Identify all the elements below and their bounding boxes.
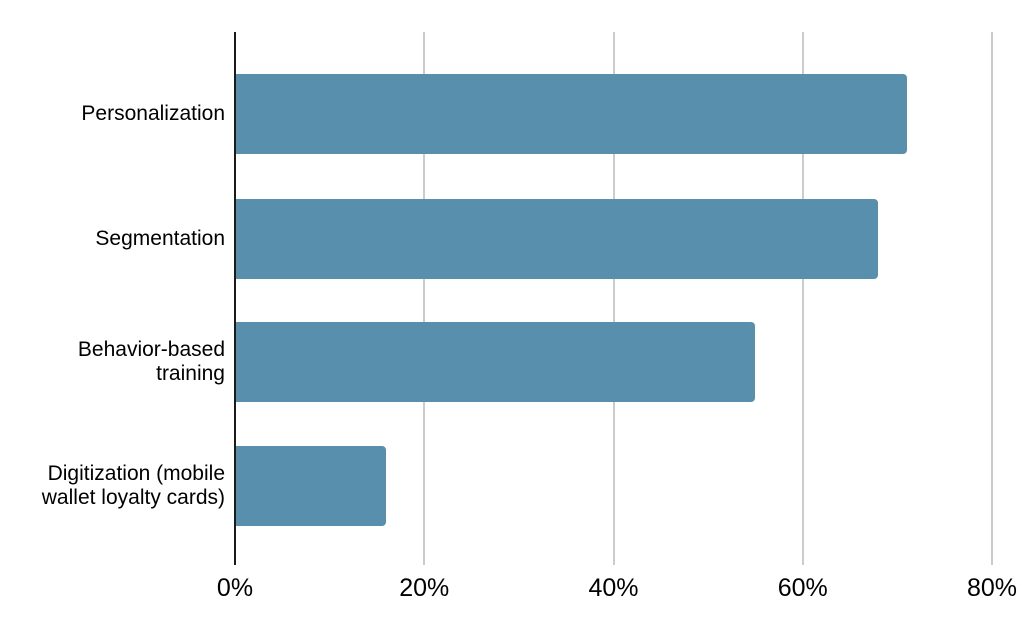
y-axis-line bbox=[234, 32, 236, 565]
bar-behavior-based-training bbox=[235, 322, 756, 402]
category-label-segmentation: Segmentation bbox=[95, 227, 225, 250]
gridline-80 bbox=[991, 32, 993, 565]
bar-segmentation bbox=[235, 199, 879, 279]
x-tick-20: 20% bbox=[399, 574, 450, 602]
gridline-60 bbox=[801, 32, 804, 565]
x-tick-40: 40% bbox=[588, 574, 639, 602]
gridline-40 bbox=[612, 32, 615, 565]
x-tick-60: 60% bbox=[777, 574, 828, 602]
x-tick-0: 0% bbox=[216, 574, 254, 602]
category-label-digitization-mobile-wallet-loyalty-cards: Digitization (mobile wallet loyalty card… bbox=[41, 462, 225, 509]
gridline-20 bbox=[423, 32, 426, 565]
plot-area bbox=[234, 32, 1024, 565]
category-label-behavior-based-training: Behavior-based training bbox=[77, 338, 225, 385]
category-label-personalization: Personalization bbox=[81, 102, 225, 125]
x-tick-80: 80% bbox=[966, 574, 1018, 602]
bar-personalization bbox=[235, 74, 907, 154]
bar-digitization-mobile-wallet-loyalty-cards bbox=[235, 446, 387, 526]
